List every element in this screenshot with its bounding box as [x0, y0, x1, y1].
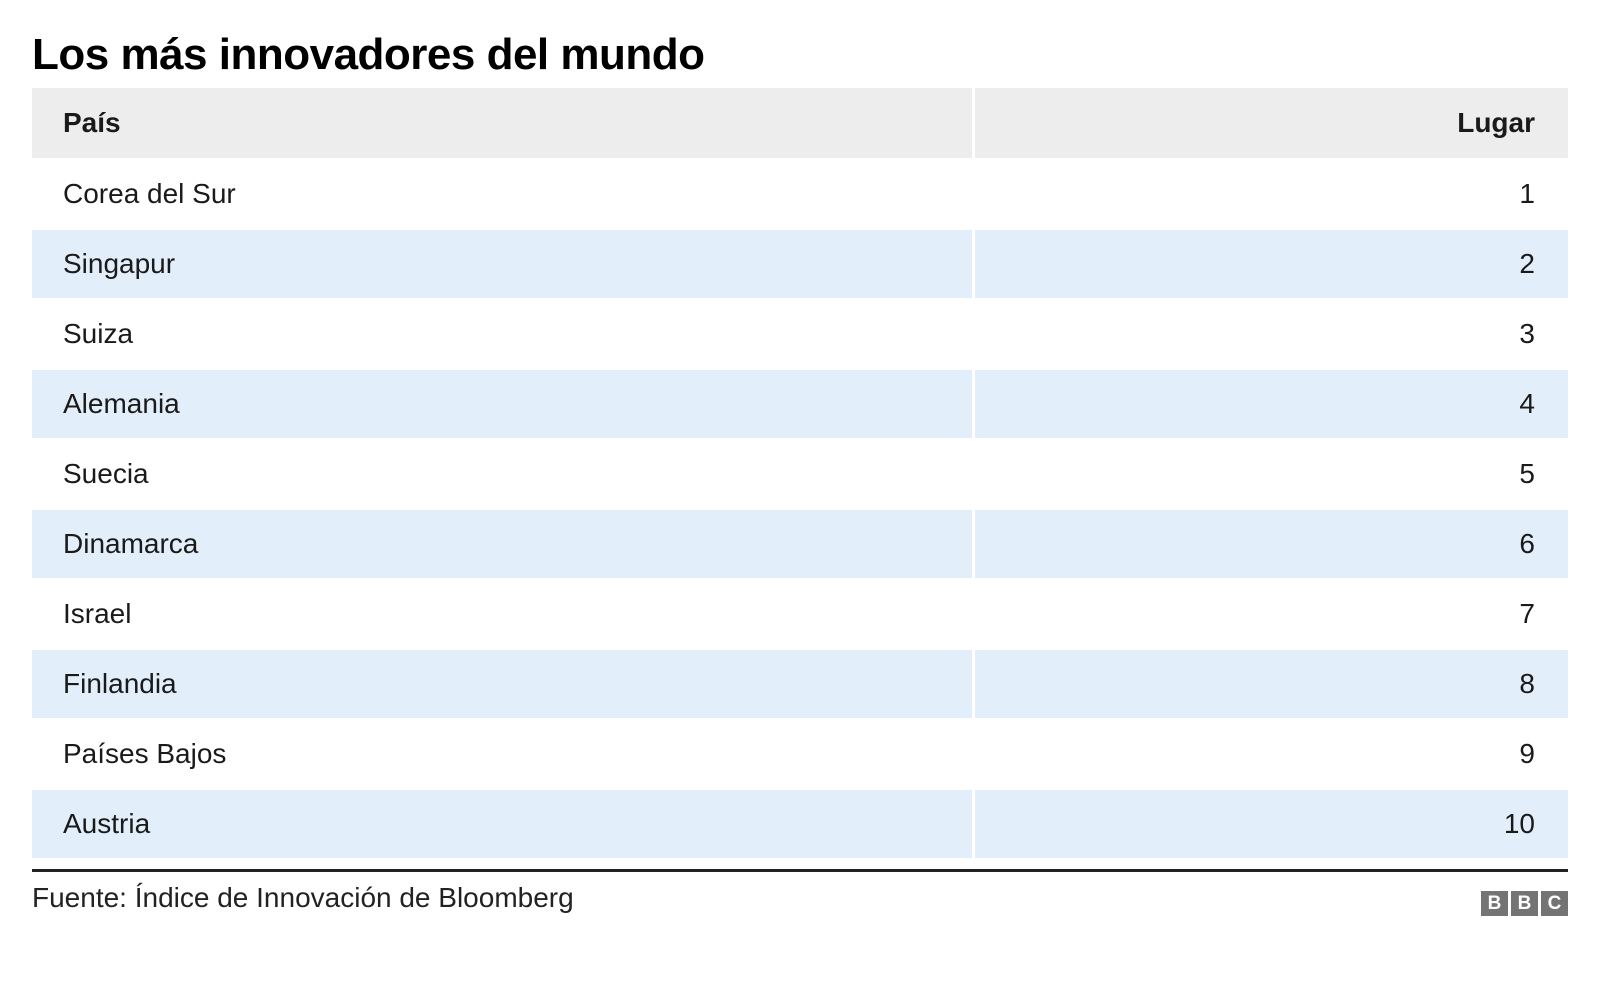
table-row: Corea del Sur 1	[32, 158, 1568, 228]
bbc-logo-block: C	[1541, 891, 1568, 916]
country-cell: Dinamarca	[32, 508, 973, 578]
table-row: Alemania 4	[32, 368, 1568, 438]
table-row: Países Bajos 9	[32, 718, 1568, 788]
rank-cell: 9	[972, 718, 1568, 788]
table-body: Corea del Sur 1 Singapur 2 Suiza 3 Alema…	[32, 158, 1568, 858]
rank-cell: 5	[972, 438, 1568, 508]
table-row: Israel 7	[32, 578, 1568, 648]
header-row: País Lugar	[32, 88, 1568, 158]
country-cell: Suiza	[32, 298, 973, 368]
table-row: Suecia 5	[32, 438, 1568, 508]
table-row: Finlandia 8	[32, 648, 1568, 718]
table-row: Austria 10	[32, 788, 1568, 858]
country-cell: Finlandia	[32, 648, 973, 718]
bbc-table-graphic: Los más innovadores del mundo País Lugar…	[32, 33, 1568, 916]
column-header-pais: País	[32, 88, 973, 158]
bbc-logo-block: B	[1481, 891, 1508, 916]
country-cell: Israel	[32, 578, 973, 648]
table-row: Dinamarca 6	[32, 508, 1568, 578]
rank-cell: 7	[972, 578, 1568, 648]
footer: Fuente: Índice de Innovación de Bloomber…	[32, 879, 1568, 916]
footer-divider	[32, 869, 1568, 872]
chart-title: Los más innovadores del mundo	[32, 30, 705, 79]
table-row: Singapur 2	[32, 228, 1568, 298]
rank-cell: 4	[972, 368, 1568, 438]
country-cell: Austria	[32, 788, 973, 858]
rank-cell: 8	[972, 648, 1568, 718]
source-attribution: Fuente: Índice de Innovación de Bloomber…	[32, 881, 574, 913]
rank-cell: 1	[972, 158, 1568, 228]
bbc-logo-block: B	[1511, 891, 1538, 916]
rank-cell: 10	[972, 788, 1568, 858]
column-header-lugar: Lugar	[972, 88, 1568, 158]
ranking-table: País Lugar Corea del Sur 1 Singapur 2 Su…	[32, 88, 1568, 858]
country-cell: Suecia	[32, 438, 973, 508]
table-row: Suiza 3	[32, 298, 1568, 368]
rank-cell: 2	[972, 228, 1568, 298]
rank-cell: 3	[972, 298, 1568, 368]
country-cell: Países Bajos	[32, 718, 973, 788]
rank-cell: 6	[972, 508, 1568, 578]
country-cell: Corea del Sur	[32, 158, 973, 228]
country-cell: Alemania	[32, 368, 973, 438]
country-cell: Singapur	[32, 228, 973, 298]
